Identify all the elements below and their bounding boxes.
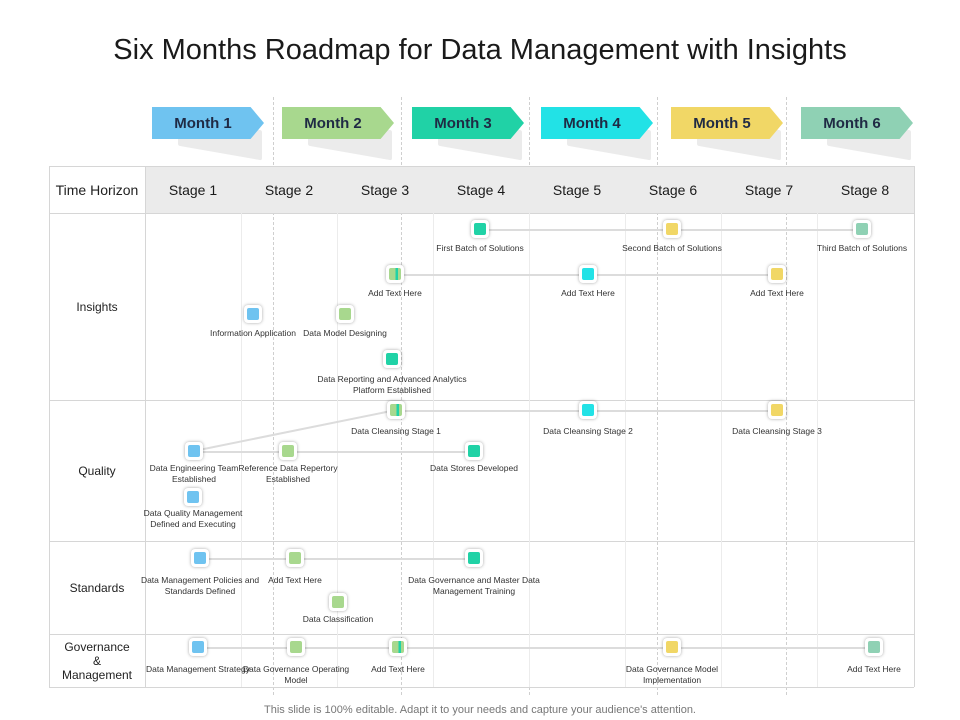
- month-divider: [786, 97, 787, 695]
- slide-title: Six Months Roadmap for Data Management w…: [113, 34, 847, 66]
- milestone-node: [387, 401, 405, 419]
- table-border: [145, 166, 146, 687]
- milestone-label: Data Governance Model Implementation: [625, 664, 719, 685]
- milestone-label: Data Cleansing Stage 1: [351, 426, 441, 436]
- milestone-node: [336, 305, 354, 323]
- milestone-label: Reference Data Repertory Established: [238, 463, 338, 484]
- row-label-governance: Governance & Management: [61, 639, 133, 682]
- milestone-node: [663, 220, 681, 238]
- stage-grid-line: [625, 213, 626, 687]
- milestone-label: Data Governance Operating Model: [242, 664, 350, 685]
- milestone-node: [287, 638, 305, 656]
- milestone-node: [768, 265, 786, 283]
- row-label-quality: Quality: [78, 463, 116, 478]
- milestone-node: [191, 549, 209, 567]
- milestone-label: Data Stores Developed: [430, 463, 518, 473]
- milestone-label: Third Batch of Solutions: [816, 243, 908, 253]
- stage-7-header: Stage 7: [744, 181, 794, 198]
- milestone-label: Add Text Here: [847, 664, 901, 674]
- milestone-label: Add Text Here: [371, 664, 425, 674]
- stage-3-header: Stage 3: [360, 181, 410, 198]
- milestone-node: [663, 638, 681, 656]
- milestone-label: Data Cleansing Stage 3: [732, 426, 822, 436]
- milestone-node: [329, 593, 347, 611]
- milestone-node: [244, 305, 262, 323]
- milestone-label: Data Classification: [302, 614, 374, 624]
- milestone-node: [471, 220, 489, 238]
- month-2-label: Month 2: [282, 107, 394, 139]
- milestone-node: [383, 350, 401, 368]
- milestone-node: [279, 442, 297, 460]
- milestone-label: Add Text Here: [268, 575, 322, 585]
- stage-grid-line: [529, 213, 530, 687]
- month-divider: [657, 97, 658, 695]
- month-divider: [401, 97, 402, 695]
- milestone-node: [465, 442, 483, 460]
- footer-note: This slide is 100% editable. Adapt it to…: [264, 704, 696, 716]
- table-border: [914, 166, 915, 687]
- stage-1-header: Stage 1: [168, 181, 218, 198]
- milestone-label: Add Text Here: [561, 288, 615, 298]
- table-border: [49, 634, 914, 635]
- milestone-node: [386, 265, 404, 283]
- stage-grid-line: [817, 213, 818, 687]
- milestone-label: Add Text Here: [368, 288, 422, 298]
- milestone-label: Data Quality Management Defined and Exec…: [143, 508, 243, 529]
- milestone-node: [579, 265, 597, 283]
- stage-6-header: Stage 6: [648, 181, 698, 198]
- stage-5-header: Stage 5: [552, 181, 602, 198]
- milestone-label: Add Text Here: [750, 288, 804, 298]
- connector-line: [198, 647, 874, 649]
- stage-header-background: [145, 166, 914, 213]
- milestone-label: Data Management Policies and Standards D…: [140, 575, 260, 596]
- milestone-label: Data Management Strategy: [146, 664, 250, 674]
- milestone-label: Data Engineering Team Established: [149, 463, 239, 484]
- time-horizon-header: Time Horizon: [55, 181, 139, 198]
- stage-grid-line: [241, 213, 242, 687]
- milestone-node: [189, 638, 207, 656]
- row-label-insights: Insights: [76, 299, 118, 314]
- milestone-label: First Batch of Solutions: [436, 243, 524, 253]
- month-divider: [273, 97, 274, 695]
- table-border: [49, 213, 914, 214]
- milestone-label: Data Governance and Master Data Manageme…: [408, 575, 540, 596]
- stage-2-header: Stage 2: [264, 181, 314, 198]
- milestone-node: [579, 401, 597, 419]
- stage-grid-line: [433, 213, 434, 687]
- connector-line: [194, 451, 474, 453]
- milestone-node: [389, 638, 407, 656]
- month-3-label: Month 3: [412, 107, 524, 139]
- connector-line: [200, 558, 474, 560]
- table-border: [49, 400, 914, 401]
- table-border: [49, 166, 50, 687]
- milestone-node: [865, 638, 883, 656]
- milestone-label: Data Reporting and Advanced Analytics Pl…: [317, 374, 467, 395]
- stage-4-header: Stage 4: [456, 181, 506, 198]
- stage-8-header: Stage 8: [840, 181, 890, 198]
- milestone-node: [465, 549, 483, 567]
- milestone-node: [853, 220, 871, 238]
- milestone-label: Second Batch of Solutions: [622, 243, 722, 253]
- milestone-node: [185, 442, 203, 460]
- milestone-node: [768, 401, 786, 419]
- milestone-label: Data Cleansing Stage 2: [543, 426, 633, 436]
- milestone-label: Data Model Designing: [303, 328, 387, 338]
- table-border: [49, 541, 914, 542]
- row-label-standards: Standards: [69, 580, 125, 595]
- milestone-node: [286, 549, 304, 567]
- month-4-label: Month 4: [541, 107, 653, 139]
- milestone-label: Information Application: [210, 328, 296, 338]
- month-5-label: Month 5: [671, 107, 783, 139]
- milestone-node: [184, 488, 202, 506]
- month-6-label: Month 6: [801, 107, 913, 139]
- table-border: [49, 687, 914, 688]
- table-border: [49, 166, 914, 167]
- stage-grid-line: [721, 213, 722, 687]
- month-1-label: Month 1: [152, 107, 264, 139]
